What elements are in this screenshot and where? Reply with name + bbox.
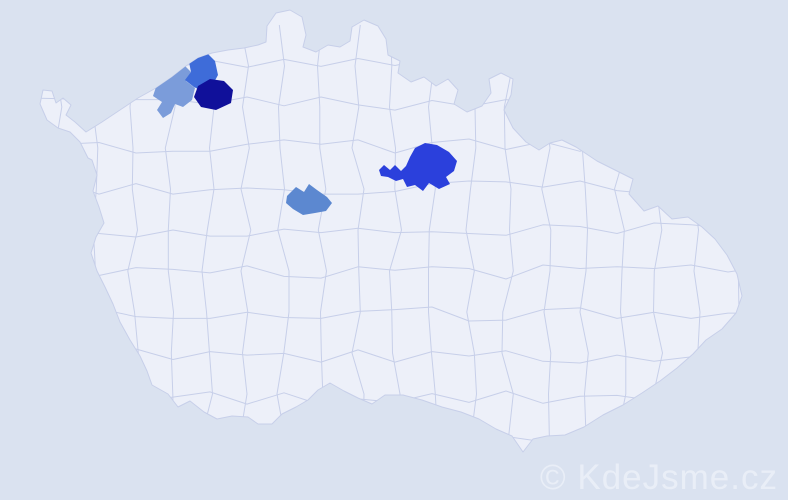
- district-border-line: [428, 24, 440, 452]
- district-east: [379, 143, 457, 191]
- district-border-line: [40, 222, 742, 238]
- district-central: [286, 184, 332, 215]
- district-border-line: [276, 24, 290, 452]
- watermark: © KdeJsme.cz: [539, 458, 778, 497]
- district-border-line: [40, 306, 742, 322]
- district-border-line: [40, 348, 742, 364]
- district-northwest-dark: [194, 79, 233, 110]
- district-border-line: [239, 24, 252, 452]
- country-outline: [39, 9, 743, 453]
- district-border-line: [501, 24, 514, 452]
- district-border-line: [40, 264, 742, 280]
